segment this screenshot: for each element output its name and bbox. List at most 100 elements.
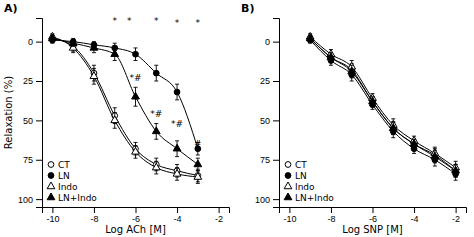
title: A) bbox=[4, 2, 18, 15]
marker bbox=[195, 173, 201, 179]
legend-label: LN+Indo bbox=[295, 193, 334, 203]
tick-mark bbox=[36, 160, 42, 161]
tick-mark bbox=[36, 199, 42, 200]
tick: -2 bbox=[215, 207, 223, 224]
plot-area bbox=[306, 32, 459, 180]
plot-area bbox=[49, 32, 202, 183]
annotation: * bbox=[154, 16, 159, 26]
tick-label: 75 bbox=[260, 155, 270, 165]
tick-mark bbox=[414, 207, 415, 213]
tick-label: -8 bbox=[90, 214, 98, 224]
tick-mark bbox=[373, 207, 374, 213]
series-line bbox=[310, 38, 455, 170]
marker bbox=[69, 39, 77, 46]
tick-mark bbox=[36, 42, 42, 43]
marker bbox=[90, 43, 98, 50]
tick: -6 bbox=[132, 207, 140, 224]
legend-item: LN bbox=[48, 171, 70, 181]
tick: -4 bbox=[174, 207, 182, 224]
tick-mark bbox=[289, 207, 290, 213]
legend-label: LN bbox=[295, 171, 307, 181]
axis-line bbox=[43, 208, 230, 214]
marker bbox=[369, 97, 377, 104]
series bbox=[306, 34, 459, 177]
tick: 25 bbox=[260, 76, 279, 86]
tick-mark bbox=[219, 207, 220, 213]
series-line bbox=[310, 40, 455, 174]
legend-symbol bbox=[284, 193, 292, 200]
marker bbox=[152, 127, 160, 134]
legend-symbol bbox=[284, 182, 292, 189]
axis-line bbox=[36, 19, 43, 208]
tick-label: -6 bbox=[132, 214, 140, 224]
tick-label: 25 bbox=[260, 76, 270, 86]
tick-label: 75 bbox=[23, 155, 33, 165]
x-axis-title: Log SNP [M] bbox=[342, 224, 403, 235]
annotation: *# bbox=[150, 109, 162, 119]
axis-line bbox=[273, 19, 280, 208]
marker bbox=[133, 51, 139, 57]
tick: 0 bbox=[28, 37, 42, 47]
annotations: ***#**#**#*# bbox=[112, 16, 201, 149]
annotation: *# bbox=[129, 73, 141, 83]
marker bbox=[173, 169, 181, 176]
legend-label: LN+Indo bbox=[58, 193, 97, 203]
y-axis: 0 25 50 75 100 bbox=[255, 19, 280, 208]
tick-label: 50 bbox=[23, 116, 33, 126]
marker bbox=[152, 163, 160, 170]
tick-mark bbox=[273, 81, 279, 82]
legend-item: LN bbox=[285, 171, 307, 181]
marker bbox=[194, 173, 202, 180]
tick: -8 bbox=[90, 207, 98, 224]
series-line bbox=[52, 38, 197, 175]
series-line bbox=[52, 40, 197, 149]
tick-mark bbox=[456, 207, 457, 213]
marker bbox=[153, 70, 159, 76]
series bbox=[307, 37, 458, 180]
tick-label: -4 bbox=[411, 214, 419, 224]
tick-label: 0 bbox=[265, 37, 270, 47]
series bbox=[306, 32, 459, 173]
series-line bbox=[310, 38, 455, 170]
series-line bbox=[52, 38, 197, 164]
panel: -10-8-6-4-20255075100Log ACh [M]Relaxati… bbox=[3, 2, 230, 235]
marker bbox=[111, 50, 119, 57]
tick-label: -6 bbox=[369, 214, 377, 224]
marker bbox=[327, 53, 335, 60]
tick-mark bbox=[52, 207, 53, 213]
tick-mark bbox=[136, 207, 137, 213]
legend-label: Indo bbox=[295, 182, 315, 192]
marker bbox=[348, 67, 356, 74]
marker bbox=[132, 147, 140, 154]
annotation: * bbox=[112, 16, 117, 26]
tick: -8 bbox=[327, 207, 335, 224]
series-line bbox=[52, 37, 197, 177]
legend-label: CT bbox=[295, 160, 307, 170]
tick-mark bbox=[36, 120, 42, 121]
marker bbox=[389, 124, 397, 131]
tick-label: 100 bbox=[18, 195, 33, 205]
legend-item: CT bbox=[48, 160, 70, 170]
marker bbox=[70, 39, 76, 45]
tick: 25 bbox=[23, 76, 42, 86]
tick-label: -2 bbox=[215, 214, 223, 224]
axis-line bbox=[280, 208, 467, 214]
legend-symbol bbox=[285, 173, 291, 179]
tick: -2 bbox=[452, 207, 460, 224]
tick-mark bbox=[94, 207, 95, 213]
marker bbox=[132, 92, 140, 99]
legend-symbol bbox=[47, 193, 55, 200]
tick-label: 100 bbox=[255, 195, 270, 205]
y-axis-title: Relaxation (%) bbox=[3, 76, 14, 149]
series bbox=[49, 32, 202, 183]
legend-label: Indo bbox=[58, 182, 78, 192]
tick-label: -2 bbox=[452, 214, 460, 224]
legend-item: LN+Indo bbox=[284, 193, 334, 203]
series bbox=[49, 34, 202, 171]
annotation: * bbox=[175, 18, 180, 28]
tick: 50 bbox=[260, 116, 279, 126]
tick-mark bbox=[273, 160, 279, 161]
series bbox=[307, 35, 458, 177]
tick-label: -8 bbox=[327, 214, 335, 224]
legend-item: CT bbox=[285, 160, 307, 170]
